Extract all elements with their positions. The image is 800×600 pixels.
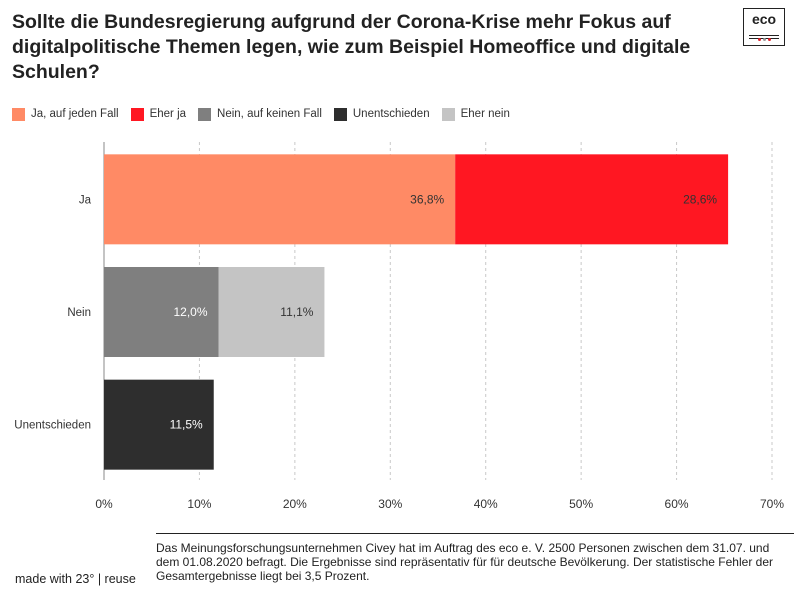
x-tick-label: 10% [187,497,211,511]
bar-value-label: 12,0% [173,305,207,319]
x-tick-label: 60% [665,497,689,511]
bar-value-label: 11,1% [280,305,313,319]
bar-value-label: 28,6% [683,192,717,206]
bar-value-label: 11,5% [170,418,203,432]
category-label: Unentschieden [14,420,91,432]
x-tick-label: 30% [378,497,402,511]
bar-segment [104,154,455,244]
x-tick-label: 70% [760,497,784,511]
x-tick-label: 40% [474,497,498,511]
made-with-credit: made with 23° | reuse [15,572,136,586]
x-tick-label: 0% [95,497,113,511]
category-label: Ja [79,194,92,206]
x-tick-label: 50% [569,497,593,511]
stacked-bar-chart: 0% 10% 20% 30% 40% 50% 60% 70% Ja 36,8% 28,6% Nein 1… [0,0,800,530]
category-label: Nein [67,307,91,319]
x-tick-label: 20% [283,497,307,511]
footnote: Das Meinungsforschungsunternehmen Civey … [156,533,794,583]
bar-value-label: 36,8% [410,192,444,206]
